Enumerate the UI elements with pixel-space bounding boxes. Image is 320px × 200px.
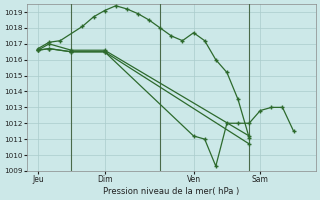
X-axis label: Pression niveau de la mer( hPa ): Pression niveau de la mer( hPa ) xyxy=(103,187,239,196)
